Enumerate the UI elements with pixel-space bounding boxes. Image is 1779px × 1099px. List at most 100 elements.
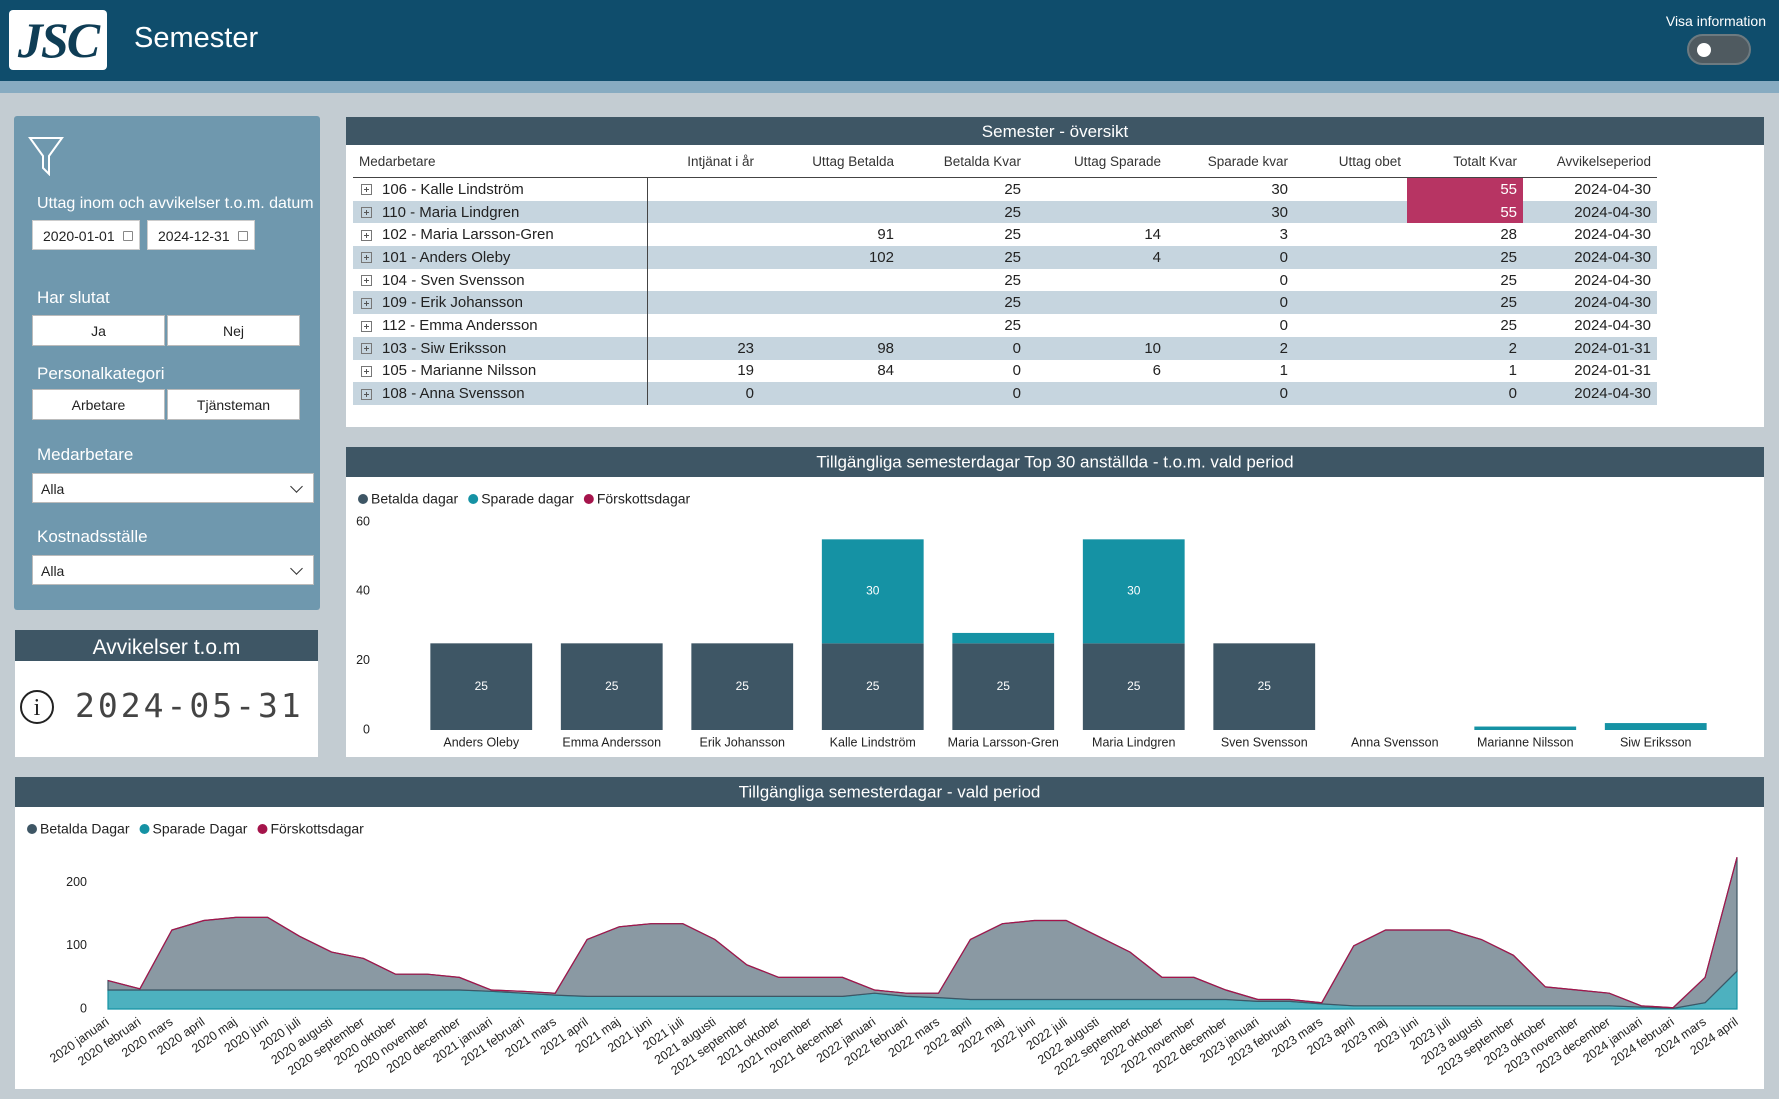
- table-row: 110 - Maria Lindgren 25 30 55 2024-04-30: [353, 200, 1657, 224]
- toggle-label: Visa information: [1665, 13, 1766, 29]
- expand-icon[interactable]: [361, 388, 372, 400]
- cell-text: 25: [1004, 180, 1021, 198]
- expand-icon[interactable]: [361, 252, 372, 264]
- x-tick-label: Sven Svensson: [1221, 735, 1308, 749]
- area: [107, 857, 1738, 1010]
- legend-marker: [257, 824, 268, 834]
- cell-text: 3: [1279, 226, 1288, 244]
- cell-text: 2024-04-30: [1574, 385, 1651, 403]
- x-tick-label: Kalle Lindström: [830, 735, 916, 749]
- filter-label: Personalkategori: [37, 364, 165, 383]
- toggle[interactable]: [1687, 34, 1751, 65]
- button[interactable]: Arbetare: [32, 389, 165, 420]
- legend-marker: [139, 824, 150, 834]
- table-cell: [647, 178, 760, 201]
- table-row: 103 - Siw Eriksson 23 98 0 10 2 2 2024-01-31: [353, 336, 1657, 360]
- table-cell: 98: [760, 336, 900, 360]
- cell-text: 112 - Emma Andersson: [382, 316, 538, 334]
- expand-icon[interactable]: [361, 275, 372, 287]
- table-cell: [1294, 269, 1407, 292]
- table-cell: 0: [900, 336, 1027, 360]
- table-cell: 0: [900, 360, 1027, 383]
- cell-text: 25: [1500, 294, 1517, 312]
- table-cell: 0: [1407, 382, 1523, 405]
- table-cell: 1: [1407, 360, 1523, 383]
- expand-icon[interactable]: [361, 207, 372, 219]
- top-bar: [0, 0, 1779, 81]
- x-tick-label: Maria Lindgren: [1092, 735, 1175, 749]
- filter-label: Har slutat: [37, 288, 110, 307]
- table-cell: 2024-04-30: [1523, 382, 1657, 405]
- cell-text: 0: [1279, 385, 1288, 403]
- table-cell: 2024-04-30: [1523, 246, 1657, 269]
- cell-text: 28: [1500, 226, 1517, 244]
- date-to[interactable]: 2024-12-31: [147, 220, 255, 250]
- y-tick-label: 200: [66, 875, 87, 889]
- table-cell: 6: [1027, 360, 1167, 383]
- date-from[interactable]: 2020-01-01: [32, 220, 140, 250]
- expand-icon[interactable]: [361, 229, 372, 241]
- bar-segment: [691, 643, 794, 730]
- table-cell: 25: [900, 269, 1027, 292]
- table-cell: 2024-04-30: [1523, 200, 1657, 224]
- dropdown[interactable]: Alla: [32, 473, 314, 503]
- button[interactable]: Nej: [167, 315, 300, 346]
- column-header: Totalt Kvar: [1407, 145, 1523, 178]
- expand-icon[interactable]: [361, 297, 372, 309]
- table-cell: 101 - Anders Oleby: [353, 246, 648, 269]
- table-cell: [647, 269, 760, 292]
- column-header: Medarbetare: [353, 145, 647, 178]
- table-cell: 2024-04-30: [1523, 178, 1657, 201]
- table-cell: [760, 314, 900, 337]
- data-label: 25: [475, 679, 489, 693]
- cell-text: 108 - Anna Svensson: [382, 385, 525, 403]
- expand-icon[interactable]: [361, 343, 372, 355]
- cell-text: 55: [1500, 180, 1517, 198]
- table-cell: [1294, 200, 1407, 224]
- cell-text: 25: [1004, 316, 1021, 334]
- y-tick-label: 0: [80, 1001, 87, 1015]
- cell-text: 84: [877, 362, 894, 380]
- cell-text: 25: [1004, 203, 1021, 221]
- cell-text: 106 - Kalle Lindström: [382, 180, 524, 198]
- table-cell: 25: [900, 314, 1027, 337]
- table-cell: 0: [647, 382, 760, 405]
- table-cell: 110 - Maria Lindgren: [353, 200, 648, 224]
- legend-label: Sparade dagar: [481, 491, 574, 507]
- cell-text: 55: [1500, 203, 1517, 221]
- button[interactable]: Tjänsteman: [167, 389, 300, 420]
- cell-text: 2024-04-30: [1574, 271, 1651, 289]
- table: Medarbetare Intjänat i år Uttag Betalda Bet…: [353, 145, 1657, 405]
- table-row: 108 - Anna Svensson 0 0 0 0 2024-04-30: [353, 382, 1657, 405]
- legend-marker: [27, 824, 37, 834]
- dropdown[interactable]: Alla: [32, 555, 314, 585]
- button[interactable]: Ja: [32, 315, 165, 346]
- table-cell: [1294, 336, 1407, 360]
- table-cell: 0: [1167, 314, 1294, 337]
- table-cell: 84: [760, 360, 900, 383]
- expand-icon[interactable]: [361, 320, 372, 332]
- top-strip: [0, 81, 1779, 93]
- legend-label: Sparade Dagar: [153, 821, 248, 837]
- table-cell: [647, 291, 760, 315]
- table-cell: 2024-01-31: [1523, 360, 1657, 383]
- cell-text: 2: [1508, 339, 1517, 357]
- cell-text: 2024-01-31: [1574, 339, 1651, 357]
- data-label: 25: [997, 679, 1011, 693]
- expand-icon[interactable]: [361, 365, 372, 377]
- table-cell: 102 - Maria Larsson-Gren: [353, 223, 648, 247]
- expand-icon[interactable]: [361, 184, 372, 196]
- table-cell: 19: [647, 360, 760, 383]
- table-cell: 108 - Anna Svensson: [353, 382, 648, 405]
- table-cell: [760, 291, 900, 315]
- cell-text: 30: [1271, 180, 1288, 198]
- table-cell: 0: [1167, 269, 1294, 292]
- table-cell: [1027, 291, 1167, 315]
- cell-text: 101 - Anders Oleby: [382, 248, 511, 266]
- bar-segment: [430, 643, 533, 730]
- table-cell: 25: [1407, 291, 1523, 315]
- legend-marker: [468, 494, 479, 504]
- table-cell: 23: [647, 336, 760, 360]
- table-cell: 10: [1027, 336, 1167, 360]
